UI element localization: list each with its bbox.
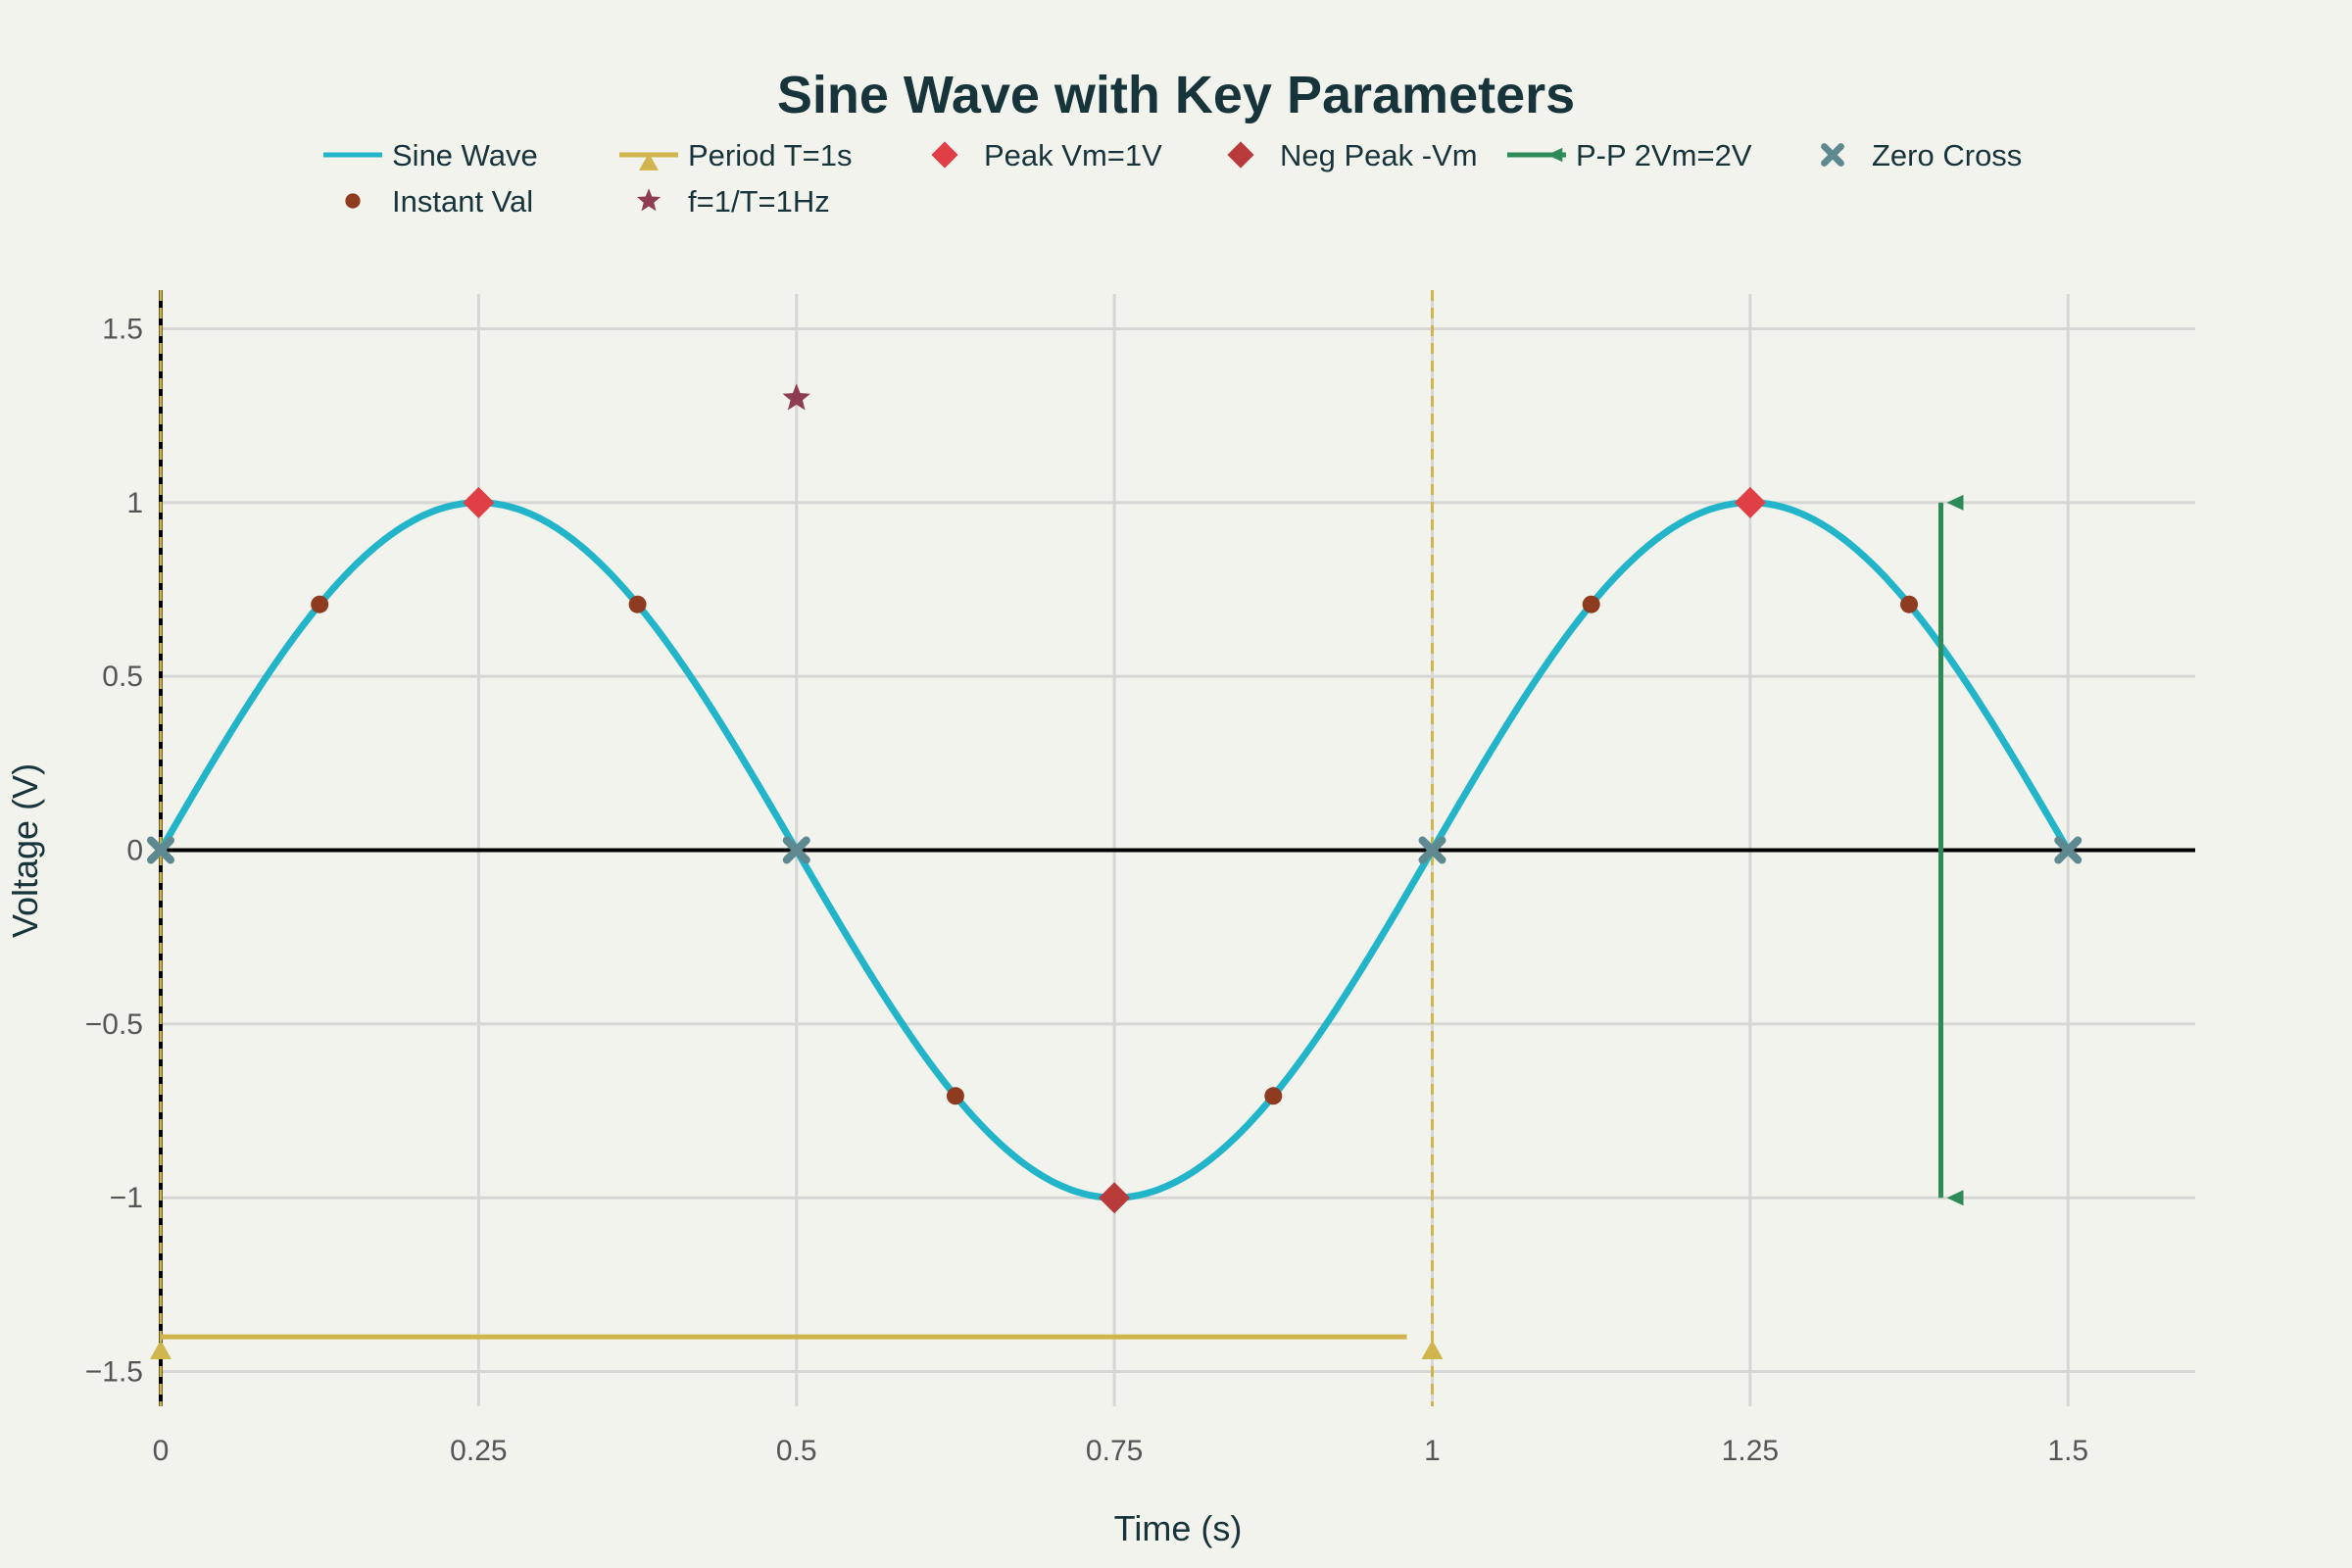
tick-labels: 0 0.25 0.5 0.75 1 1.25 1.5 1.5 1 0.5 0 −0.5 −1 −1.5	[85, 313, 2088, 1467]
y-tick-label: 1	[126, 487, 143, 519]
legend-label: Instant Val	[392, 184, 533, 219]
grid	[159, 294, 2195, 1406]
instant-value-point	[628, 595, 647, 613]
x-tick-label: 0	[153, 1435, 170, 1467]
y-tick-label: 1.5	[102, 313, 143, 345]
legend-label: f=1/T=1Hz	[688, 184, 830, 219]
legend-item: Instant Val	[345, 184, 533, 219]
x-tick-label: 0.5	[776, 1435, 817, 1467]
legend-item: P-P 2Vm=2V	[1507, 138, 1752, 172]
legend-label: Zero Cross	[1872, 138, 2022, 172]
instant-value-point	[1900, 595, 1919, 613]
chart-title: Sine Wave with Key Parameters	[777, 66, 1575, 124]
period-marker	[1421, 1340, 1444, 1360]
axes	[159, 290, 2195, 1406]
legend-item: Sine Wave	[323, 138, 538, 172]
neg-peak-point	[1099, 1182, 1131, 1214]
legend-swatch-marker	[1227, 141, 1254, 169]
y-tick-label: −1	[110, 1182, 143, 1214]
instant-value-point	[946, 1087, 964, 1105]
instant-value-point	[1582, 595, 1600, 613]
legend-label: Period T=1s	[688, 138, 852, 172]
x-tick-label: 1.5	[2047, 1435, 2088, 1467]
frequency-point	[782, 383, 811, 411]
legend-swatch-marker	[639, 153, 659, 171]
y-tick-label: 0.5	[102, 661, 143, 693]
zero-cross-point	[1418, 836, 1446, 864]
legend-item: f=1/T=1Hz	[636, 184, 830, 219]
x-tick-label: 1	[1424, 1435, 1441, 1467]
y-axis-label: Voltage (V)	[5, 763, 45, 938]
instant-value-point	[311, 595, 329, 613]
zero-cross-point	[2054, 836, 2082, 864]
zero-cross-point	[782, 836, 810, 864]
y-tick-label: 0	[126, 835, 143, 867]
legend: Sine Wave Period T=1s Peak Vm=1V Neg Peak -…	[323, 138, 2022, 219]
peak-point	[1734, 486, 1766, 518]
peak-to-peak-marker	[1946, 494, 1964, 511]
x-tick-label: 0.75	[1086, 1435, 1143, 1467]
legend-swatch-marker	[1547, 147, 1563, 163]
legend-item: Peak Vm=1V	[931, 138, 1162, 172]
legend-label: P-P 2Vm=2V	[1576, 138, 1752, 172]
legend-swatch-marker	[1821, 143, 1844, 167]
legend-label: Sine Wave	[392, 138, 538, 172]
plot-area: 0 0.25 0.5 0.75 1 1.25 1.5 1.5 1 0.5 0 −0.5 −1 −1.5	[85, 290, 2195, 1467]
x-axis-label: Time (s)	[1114, 1508, 1243, 1548]
marks	[147, 290, 2082, 1406]
legend-label: Peak Vm=1V	[984, 138, 1162, 172]
y-tick-label: −0.5	[85, 1008, 143, 1041]
x-tick-label: 0.25	[450, 1435, 507, 1467]
peak-point	[463, 486, 495, 518]
legend-swatch-marker	[636, 188, 662, 212]
legend-swatch-marker	[345, 193, 361, 209]
period-marker	[150, 1340, 172, 1360]
peak-to-peak-marker	[1946, 1190, 1964, 1206]
legend-item: Neg Peak -Vm	[1227, 138, 1478, 172]
y-tick-label: −1.5	[85, 1356, 143, 1389]
legend-item: Period T=1s	[619, 138, 852, 172]
legend-item: Zero Cross	[1821, 138, 2022, 172]
legend-label: Neg Peak -Vm	[1280, 138, 1478, 172]
x-tick-label: 1.25	[1722, 1435, 1779, 1467]
zero-cross-point	[147, 836, 174, 864]
legend-swatch-marker	[931, 141, 958, 169]
instant-value-point	[1264, 1087, 1283, 1105]
